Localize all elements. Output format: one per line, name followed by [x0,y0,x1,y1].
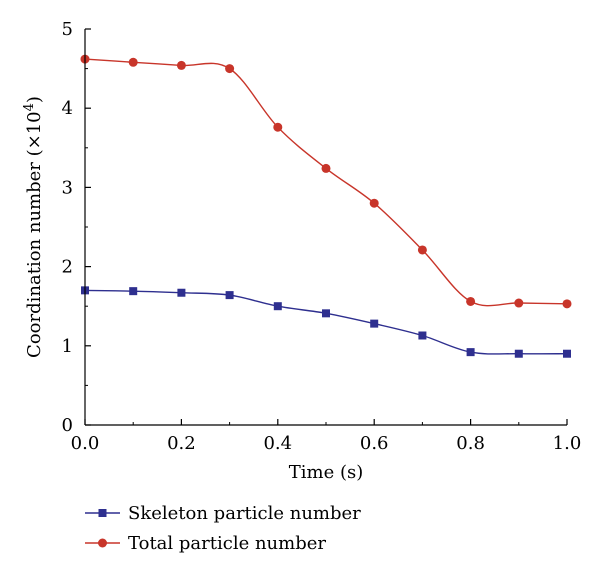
data-point-skeleton-particle-number [273,302,282,311]
x-tick-label: 0.8 [456,433,485,454]
legend-marker [98,509,107,517]
series-line-total-particle-number [84,58,568,307]
y-tick-label: 1 [62,336,73,357]
legend-label: Skeleton particle number [128,503,361,524]
data-point-skeleton-particle-number [322,309,330,318]
x-tick-label: 0.4 [263,433,292,454]
data-point-total-particle-number [369,198,379,208]
y-axis-title-suffix: ) [24,96,45,103]
y-tick-label: 5 [62,19,73,40]
y-axis-title-main: Coordination number (×10 [24,111,45,358]
data-point-total-particle-number [466,296,476,306]
data-point-skeleton-particle-number [225,291,234,300]
data-point-skeleton-particle-number [177,288,186,297]
y-axis-title-superscript: 4 [22,103,37,111]
legend-item-total-particle-number: Total particle number [85,533,326,554]
y-tick-label: 4 [62,98,73,119]
y-tick-label: 3 [62,177,73,198]
data-point-skeleton-particle-number [370,319,379,328]
y-tick-label: 2 [62,257,73,278]
data-point-total-particle-number [273,122,283,132]
legend-label: Total particle number [128,533,326,554]
data-point-skeleton-particle-number [466,348,475,357]
y-tick-label: 0 [62,415,73,436]
data-point-skeleton-particle-number [563,349,571,358]
data-point-skeleton-particle-number [418,331,427,340]
data-point-total-particle-number [128,57,138,67]
data-point-total-particle-number [321,163,331,173]
data-point-total-particle-number [417,245,427,255]
x-axis-title: Time (s) [289,462,364,483]
x-tick-label: 0.2 [167,433,196,454]
data-point-total-particle-number [225,64,235,74]
data-point-total-particle-number [514,298,524,308]
plot-area [80,54,572,358]
legend: Skeleton particle number Total particle n… [85,503,361,554]
series-total-particle-number [80,54,572,309]
data-point-total-particle-number [176,60,186,70]
data-point-total-particle-number [562,299,572,309]
axes: 0 1 2 3 4 5 0.0 0.2 0.4 0.6 0.8 1.0 [62,19,582,454]
x-tick-label: 0.6 [360,433,389,454]
data-point-skeleton-particle-number [129,287,138,296]
x-tick-label: 0.0 [71,433,100,454]
y-axis-title: Coordination number (×104) [22,96,45,358]
legend-marker [98,538,107,548]
data-point-skeleton-particle-number [514,349,523,358]
x-tick-label: 1.0 [553,433,582,454]
legend-item-skeleton-particle-number: Skeleton particle number [85,503,361,524]
series-line-skeleton-particle-number [84,289,568,355]
series-skeleton-particle-number [81,286,571,358]
